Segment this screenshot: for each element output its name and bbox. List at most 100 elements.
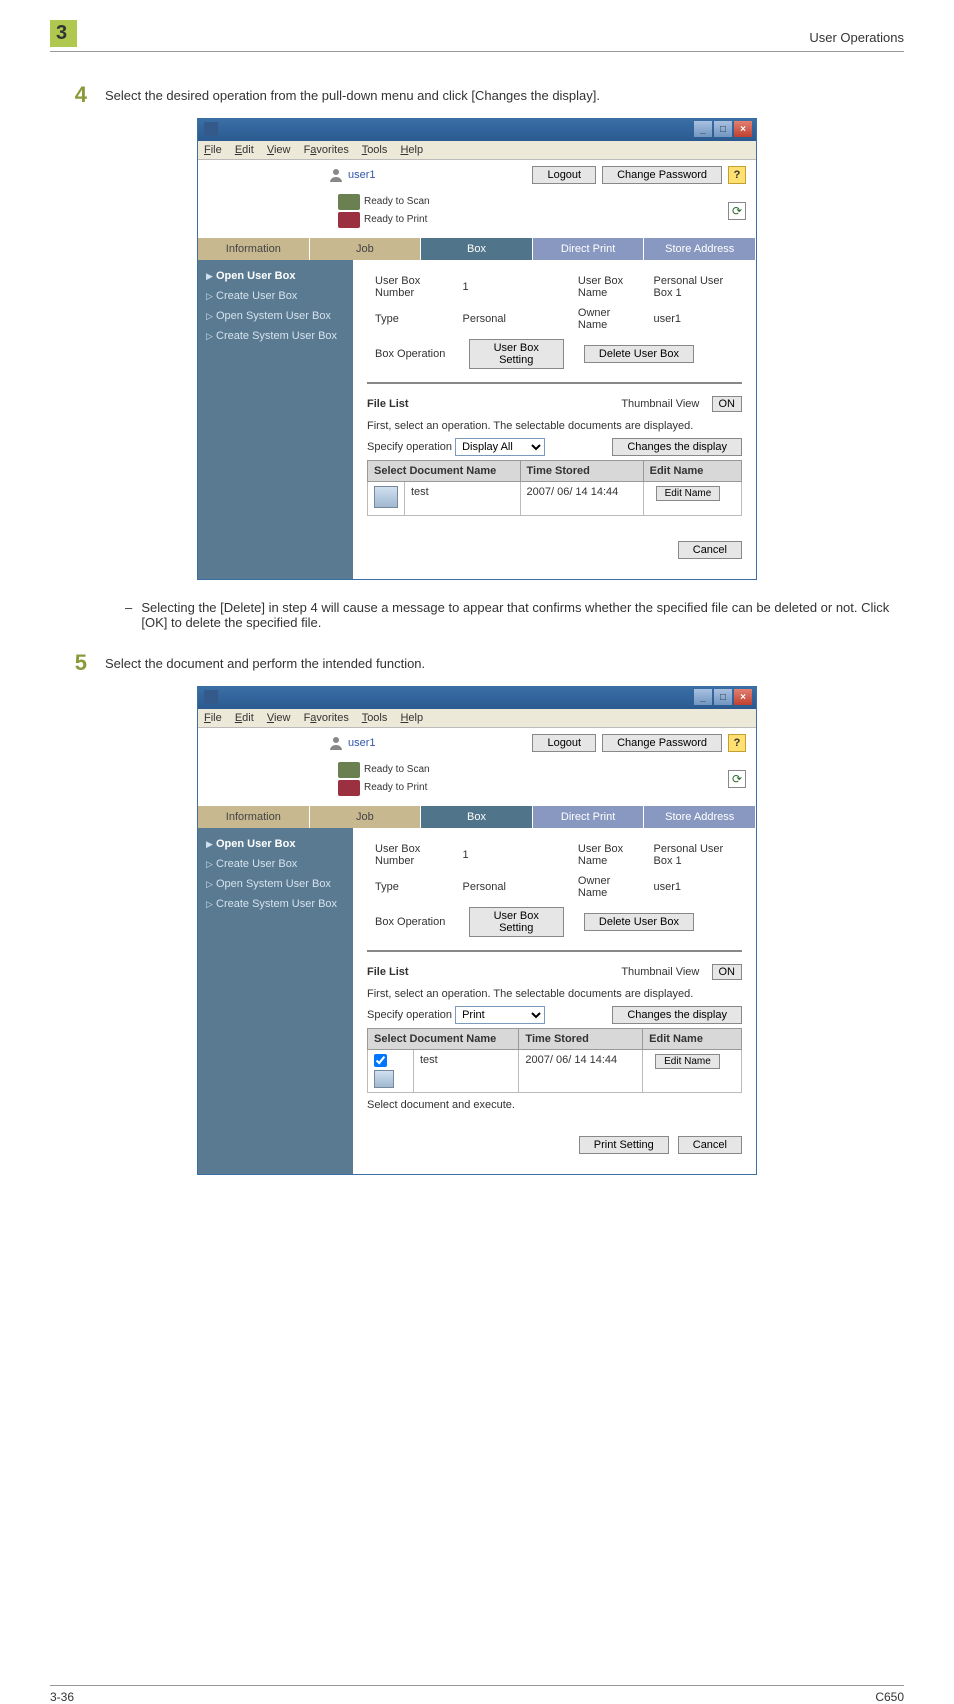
cancel-button[interactable]: Cancel bbox=[678, 541, 742, 559]
sidebar: ▶Open User Box ▷Create User Box ▷Open Sy… bbox=[198, 828, 353, 1174]
logout-button[interactable]: Logout bbox=[532, 166, 596, 184]
doc-time: 2007/ 06/ 14 14:44 bbox=[519, 1050, 643, 1093]
doc-icon bbox=[374, 1070, 394, 1088]
change-password-button[interactable]: Change Password bbox=[602, 734, 722, 752]
minimize-button[interactable]: _ bbox=[694, 689, 712, 705]
menu-bar: File Edit View Favorites Tools Help bbox=[198, 709, 756, 728]
tab-information[interactable]: Information bbox=[198, 806, 310, 828]
maximize-button[interactable]: □ bbox=[714, 121, 732, 137]
sidebar-open-system-user-box[interactable]: ▷Open System User Box bbox=[206, 878, 345, 890]
menu-tools[interactable]: Tools bbox=[362, 712, 388, 724]
file-list-hint: First, select an operation. The selectab… bbox=[367, 420, 742, 432]
menu-help[interactable]: Help bbox=[400, 712, 423, 724]
thumbnail-on-button[interactable]: ON bbox=[712, 396, 743, 412]
change-password-button[interactable]: Change Password bbox=[602, 166, 722, 184]
cancel-button[interactable]: Cancel bbox=[678, 1136, 742, 1154]
scan-status-icon bbox=[338, 194, 360, 210]
menu-bar: File Edit View Favorites Tools Help bbox=[198, 141, 756, 160]
thumbnail-on-button[interactable]: ON bbox=[712, 964, 743, 980]
tab-job[interactable]: Job bbox=[310, 806, 422, 828]
browser-window-2: _ □ × File Edit View Favorites Tools Hel… bbox=[197, 686, 757, 1175]
step-text: Select the desired operation from the pu… bbox=[105, 82, 904, 108]
changes-display-button[interactable]: Changes the display bbox=[612, 438, 742, 456]
print-status: Ready to Print bbox=[364, 782, 427, 794]
menu-tools[interactable]: Tools bbox=[362, 144, 388, 156]
maximize-button[interactable]: □ bbox=[714, 689, 732, 705]
window-icon bbox=[204, 690, 218, 704]
specify-operation-label: Specify operation bbox=[367, 441, 452, 453]
col-edit: Edit Name bbox=[643, 1029, 742, 1050]
step-text: Select the document and perform the inte… bbox=[105, 650, 904, 676]
tab-store-address[interactable]: Store Address bbox=[644, 238, 756, 260]
file-list-hint: First, select an operation. The selectab… bbox=[367, 988, 742, 1000]
window-icon bbox=[204, 122, 218, 136]
thumbnail-view-label: Thumbnail View bbox=[621, 398, 699, 410]
page-num: 3-36 bbox=[50, 1690, 74, 1704]
doc-name: test bbox=[414, 1050, 519, 1093]
sidebar-open-system-user-box[interactable]: ▷Open System User Box bbox=[206, 310, 345, 322]
tab-information[interactable]: Information bbox=[198, 238, 310, 260]
scan-status: Ready to Scan bbox=[364, 196, 430, 208]
sidebar-open-user-box[interactable]: ▶Open User Box bbox=[206, 838, 345, 850]
step-note: – Selecting the [Delete] in step 4 will … bbox=[125, 600, 904, 630]
menu-favorites[interactable]: Favorites bbox=[304, 712, 349, 724]
sidebar-open-user-box[interactable]: ▶Open User Box bbox=[206, 270, 345, 282]
scan-status: Ready to Scan bbox=[364, 764, 430, 776]
main-panel: User Box Number1 User Box NamePersonal U… bbox=[353, 260, 756, 579]
menu-view[interactable]: View bbox=[267, 144, 291, 156]
tab-box[interactable]: Box bbox=[421, 238, 533, 260]
print-status: Ready to Print bbox=[364, 214, 427, 226]
user-box-setting-button[interactable]: User Box Setting bbox=[469, 907, 564, 937]
logout-button[interactable]: Logout bbox=[532, 734, 596, 752]
col-doc-name: Select Document Name bbox=[368, 461, 521, 482]
close-button[interactable]: × bbox=[734, 121, 752, 137]
close-button[interactable]: × bbox=[734, 689, 752, 705]
col-doc-name: Select Document Name bbox=[368, 1029, 519, 1050]
col-time: Time Stored bbox=[520, 461, 643, 482]
document-table: Select Document Name Time Stored Edit Na… bbox=[367, 1028, 742, 1093]
print-setting-button[interactable]: Print Setting bbox=[579, 1136, 669, 1154]
row-checkbox[interactable] bbox=[374, 1054, 387, 1067]
table-row[interactable]: test 2007/ 06/ 14 14:44 Edit Name bbox=[368, 482, 742, 516]
sidebar-create-user-box[interactable]: ▷Create User Box bbox=[206, 290, 345, 302]
operation-select[interactable]: Display All bbox=[455, 438, 545, 456]
document-table: Select Document Name Time Stored Edit Na… bbox=[367, 460, 742, 516]
help-button[interactable]: ? bbox=[728, 734, 746, 752]
delete-user-box-button[interactable]: Delete User Box bbox=[584, 345, 694, 363]
menu-view[interactable]: View bbox=[267, 712, 291, 724]
sidebar-create-system-user-box[interactable]: ▷Create System User Box bbox=[206, 330, 345, 342]
title-bar: _ □ × bbox=[198, 119, 756, 141]
menu-file[interactable]: File bbox=[204, 144, 222, 156]
help-button[interactable]: ? bbox=[728, 166, 746, 184]
doc-icon bbox=[374, 486, 398, 508]
edit-name-button[interactable]: Edit Name bbox=[656, 486, 721, 501]
tab-direct-print[interactable]: Direct Print bbox=[533, 238, 645, 260]
edit-name-button[interactable]: Edit Name bbox=[655, 1054, 720, 1069]
operation-select[interactable]: Print bbox=[455, 1006, 545, 1024]
user-box-setting-button[interactable]: User Box Setting bbox=[469, 339, 564, 369]
file-list-heading: File List bbox=[367, 966, 409, 978]
changes-display-button[interactable]: Changes the display bbox=[612, 1006, 742, 1024]
step-number: 4 bbox=[50, 82, 105, 108]
delete-user-box-button[interactable]: Delete User Box bbox=[584, 913, 694, 931]
sidebar-create-user-box[interactable]: ▷Create User Box bbox=[206, 858, 345, 870]
tab-box[interactable]: Box bbox=[421, 806, 533, 828]
tab-direct-print[interactable]: Direct Print bbox=[533, 806, 645, 828]
thumbnail-view-label: Thumbnail View bbox=[621, 966, 699, 978]
minimize-button[interactable]: _ bbox=[694, 121, 712, 137]
menu-edit[interactable]: Edit bbox=[235, 712, 254, 724]
menu-file[interactable]: File bbox=[204, 712, 222, 724]
tab-store-address[interactable]: Store Address bbox=[644, 806, 756, 828]
tab-job[interactable]: Job bbox=[310, 238, 422, 260]
refresh-button[interactable]: ⟳ bbox=[728, 770, 746, 788]
table-row[interactable]: test 2007/ 06/ 14 14:44 Edit Name bbox=[368, 1050, 742, 1093]
header-rule bbox=[50, 51, 904, 52]
col-time: Time Stored bbox=[519, 1029, 643, 1050]
menu-help[interactable]: Help bbox=[400, 144, 423, 156]
refresh-button[interactable]: ⟳ bbox=[728, 202, 746, 220]
page-footer: 3-36 C650 bbox=[0, 1685, 954, 1704]
main-panel: User Box Number1 User Box NamePersonal U… bbox=[353, 828, 756, 1174]
menu-favorites[interactable]: Favorites bbox=[304, 144, 349, 156]
sidebar-create-system-user-box[interactable]: ▷Create System User Box bbox=[206, 898, 345, 910]
menu-edit[interactable]: Edit bbox=[235, 144, 254, 156]
